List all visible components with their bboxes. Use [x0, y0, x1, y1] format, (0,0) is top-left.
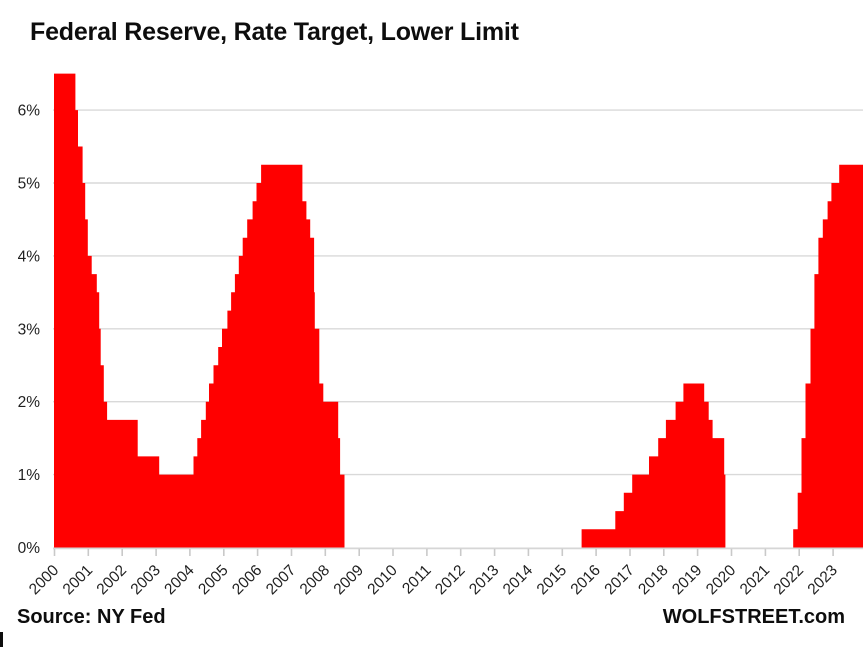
y-axis-percent-label: 4%	[18, 248, 41, 265]
x-axis-year-label: 2014	[500, 562, 537, 599]
x-axis-year-label: 2003	[128, 562, 164, 598]
y-axis-percent-label: 3%	[18, 321, 41, 338]
x-axis-year-label: 2012	[432, 562, 468, 598]
x-axis-year-label: 2015	[534, 562, 570, 598]
x-axis-year-label: 2010	[364, 562, 401, 599]
x-axis-year-label: 2016	[568, 562, 604, 598]
x-axis-year-label: 2006	[229, 562, 265, 598]
source-note: Source: NY Fed	[17, 606, 166, 628]
y-axis-percent-label: 2%	[18, 394, 41, 411]
x-axis-year-label: 2001	[60, 562, 96, 598]
x-axis-year-label: 2008	[297, 562, 333, 598]
y-axis-percent-label: 0%	[18, 540, 41, 557]
x-axis-year-label: 2002	[94, 562, 130, 598]
y-axis-percent-label: 5%	[18, 176, 41, 193]
y-axis-percent-label: 1%	[18, 467, 41, 484]
x-axis-year-label: 2022	[771, 562, 807, 598]
x-axis-year-label: 2009	[331, 562, 367, 598]
x-axis-year-label: 2017	[601, 562, 637, 598]
x-axis-year-label: 2019	[669, 562, 705, 598]
rate-area-series	[54, 73, 863, 548]
x-axis-year-label: 2021	[737, 562, 773, 598]
clipped-edge-mark	[0, 632, 3, 647]
x-axis-year-label: 2007	[263, 562, 299, 598]
brand-wordmark: WOLFSTREET.com	[662, 606, 845, 628]
x-axis-year-label: 2000	[26, 562, 63, 599]
x-axis-year-label: 2020	[703, 562, 740, 599]
x-axis-year-label: 2023	[805, 562, 841, 598]
x-axis-year-label: 2018	[635, 562, 671, 598]
x-axis-year-label: 2004	[161, 562, 198, 599]
x-axis-year-label: 2005	[195, 562, 231, 598]
y-axis-percent-label: 6%	[18, 103, 41, 120]
chart-title: Federal Reserve, Rate Target, Lower Limi…	[30, 18, 519, 46]
x-axis-year-label: 2013	[466, 562, 502, 598]
x-axis-year-label: 2011	[399, 562, 435, 598]
